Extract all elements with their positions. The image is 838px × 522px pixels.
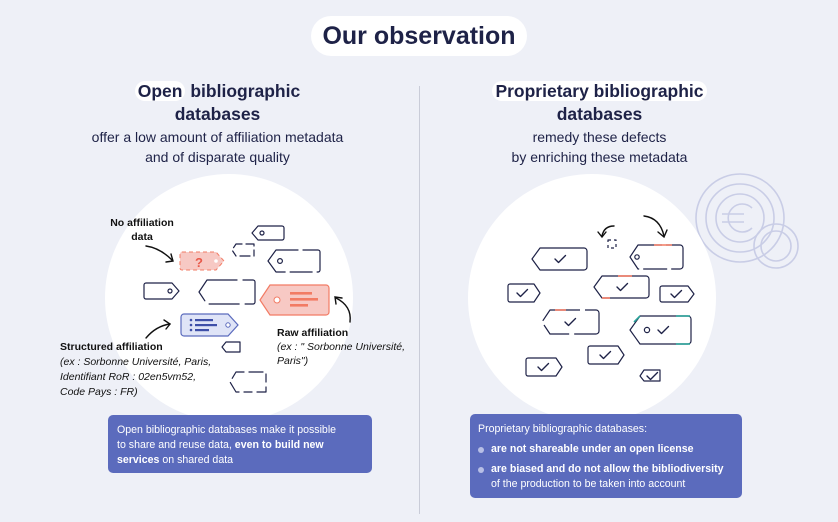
- arrow-icon: [145, 245, 174, 263]
- tag-outline: [231, 243, 255, 257]
- checkmark-tag-icon: [629, 315, 692, 345]
- checkmark-tag-icon: [525, 357, 563, 377]
- left-heading-line2: databases: [174, 104, 261, 124]
- left-subtitle-1: offer a low amount of affiliation metada…: [91, 129, 344, 145]
- arrow-icon: [643, 215, 668, 239]
- checkmark-tag-icon: [629, 244, 684, 270]
- proprietary-db-info-box: Proprietary bibliographic databases: are…: [470, 414, 742, 498]
- left-heading-rest: bibliographic: [190, 81, 301, 101]
- left-heading: Open bibliographic databases offer a low…: [60, 80, 375, 167]
- structured-affiliation-tag-icon: [180, 313, 239, 337]
- left-subtitle-2: and of disparate quality: [145, 149, 290, 165]
- tag-outline: [143, 282, 180, 300]
- right-heading-highlight: Proprietary bibliographic: [492, 81, 707, 101]
- title-pill: Our observation: [311, 16, 527, 56]
- tag-outline: [267, 249, 321, 273]
- question-tag-icon: ?: [179, 251, 225, 271]
- bullet-dot-icon: [478, 467, 484, 473]
- checkmark-tag-icon: [541, 309, 600, 335]
- raw-affiliation-tag-icon: [259, 284, 330, 316]
- tag-outline: [198, 279, 256, 305]
- bullet-dot-icon: [478, 447, 484, 453]
- open-db-info-box: Open bibliographic databases make it pos…: [108, 415, 372, 473]
- arrow-icon: [334, 296, 351, 323]
- bullet-item: are biased and do not allow the bibliodi…: [478, 462, 734, 492]
- proprietary-box-title: Proprietary bibliographic databases:: [478, 423, 648, 435]
- checkmark-tag-icon: [607, 239, 617, 249]
- tag-outline: [251, 225, 285, 241]
- arrow-icon: [597, 225, 615, 239]
- right-heading: Proprietary bibliographic databases reme…: [462, 80, 737, 167]
- column-divider: [419, 86, 420, 514]
- no-affiliation-label: No affiliation data: [110, 217, 174, 243]
- page-title: Our observation: [322, 21, 516, 50]
- svg-text:?: ?: [195, 255, 203, 270]
- euro-icon: [695, 173, 799, 269]
- structured-affiliation-label: Structured affiliation (ex : Sorbonne Un…: [60, 341, 212, 398]
- tag-outline: [229, 371, 267, 393]
- checkmark-tag-icon: [587, 345, 625, 365]
- checkmark-tag-icon: [659, 285, 695, 303]
- checkmark-tag-icon: [507, 283, 541, 303]
- left-heading-highlight: Open: [134, 81, 186, 101]
- raw-affiliation-label: Raw affiliation (ex : " Sorbonne Univers…: [277, 327, 406, 367]
- checkmark-tag-icon: [531, 247, 588, 271]
- tag-outline: [221, 341, 241, 353]
- checkmark-tag-icon: [593, 275, 650, 299]
- checkmark-tag-icon: [639, 369, 661, 382]
- bullet-item: are not shareable under an open license: [478, 442, 734, 457]
- right-heading-line2: databases: [556, 104, 643, 124]
- arrow-icon: [145, 319, 172, 339]
- right-subtitle-1: remedy these defects: [532, 129, 667, 145]
- right-subtitle-2: by enriching these metadata: [511, 149, 688, 165]
